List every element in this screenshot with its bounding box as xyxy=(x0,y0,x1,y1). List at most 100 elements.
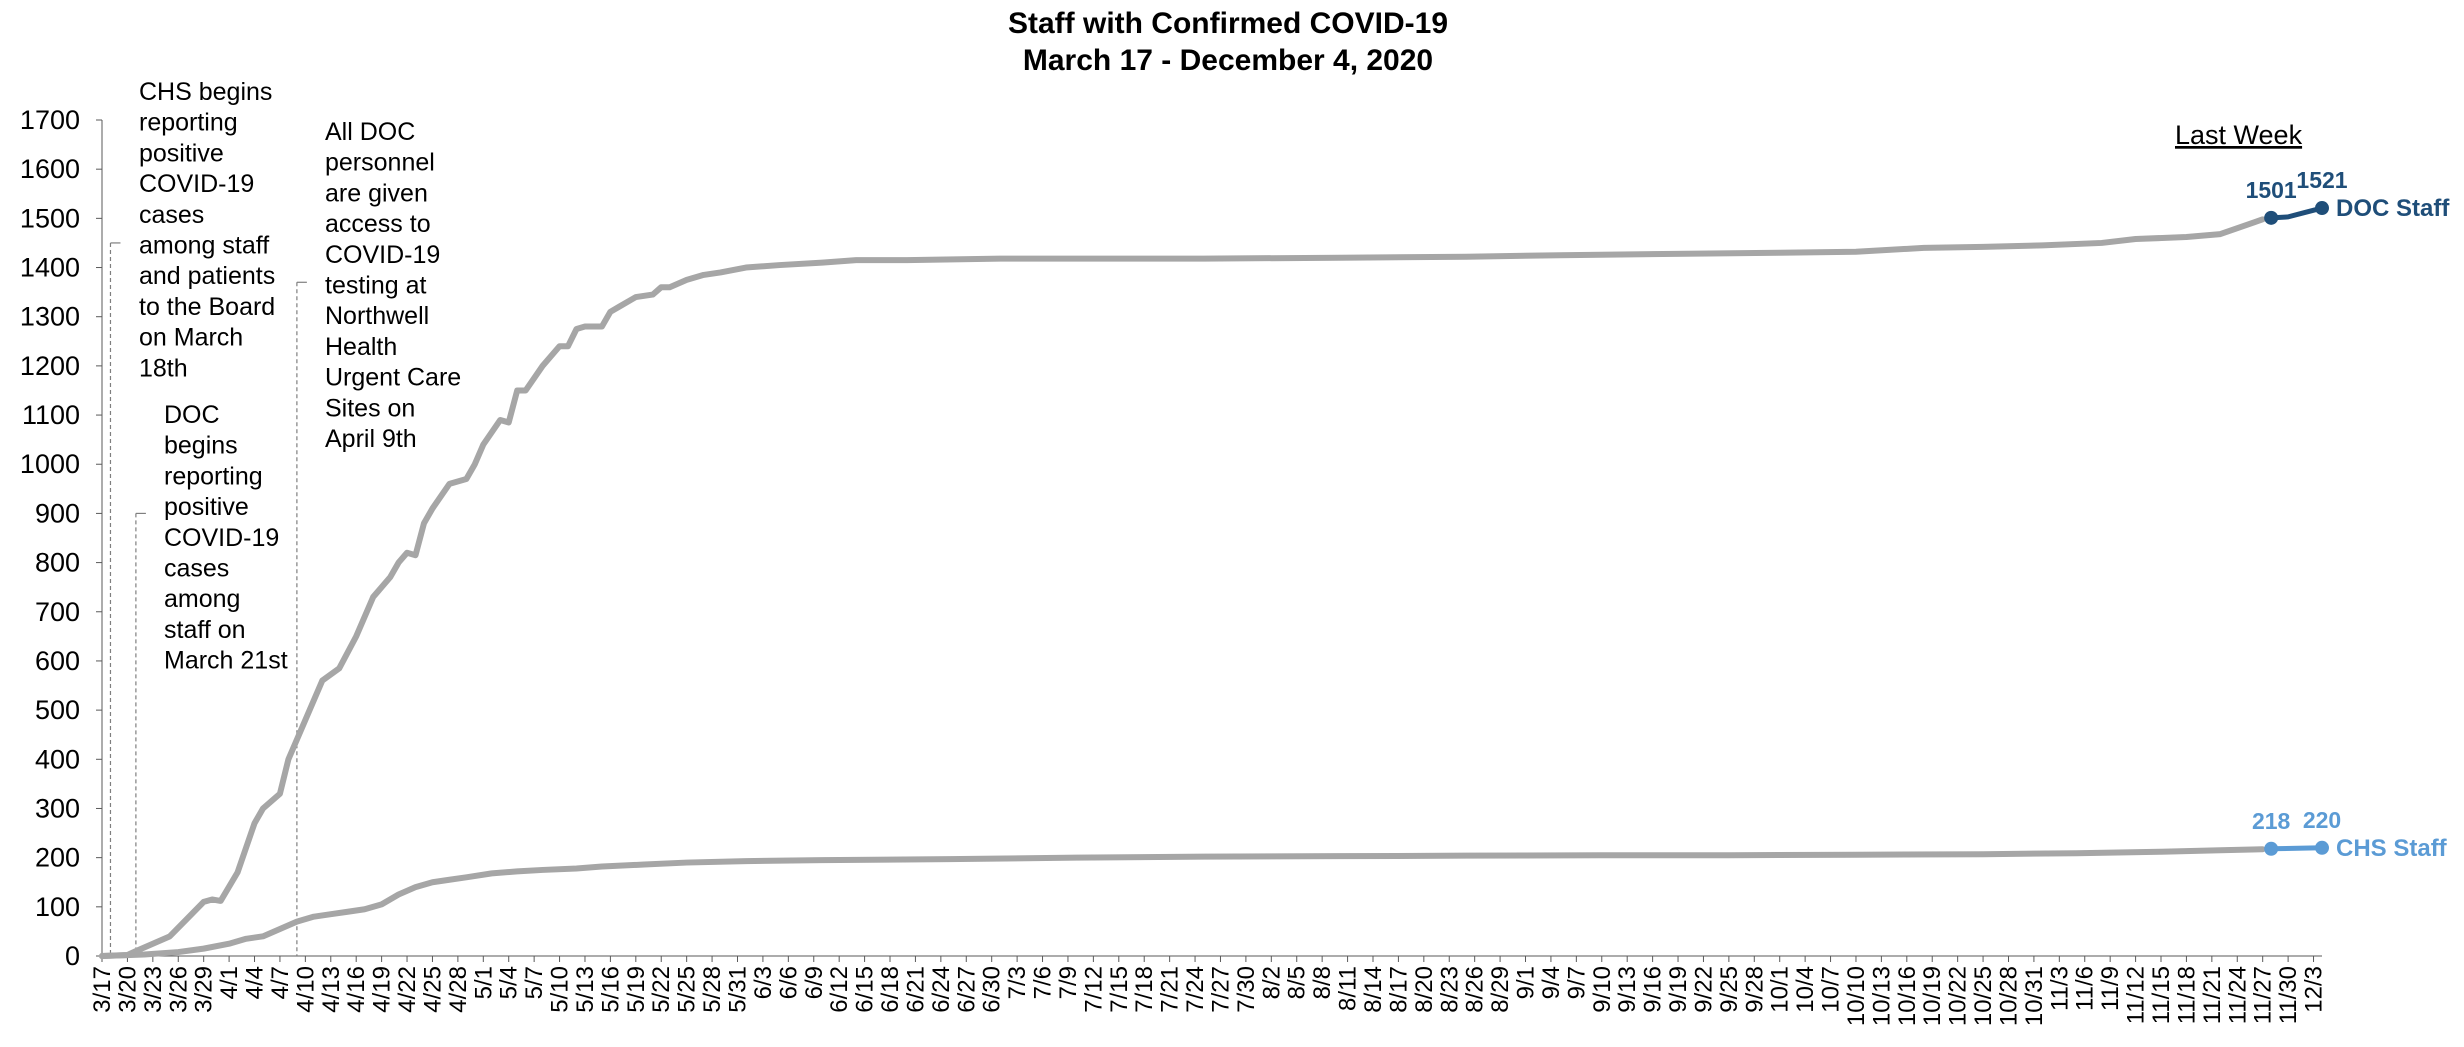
y-tick-label: 1500 xyxy=(20,203,80,233)
series-name-label: CHS Staff xyxy=(2336,835,2448,862)
x-tick-label: 8/8 xyxy=(1309,966,1336,999)
x-tick-label: 8/26 xyxy=(1462,966,1489,1013)
data-label: 1501 xyxy=(2246,177,2297,203)
data-point-marker xyxy=(2315,840,2329,855)
x-tick-label: 4/4 xyxy=(242,966,269,999)
testing-access-annotation-line-text: personnel xyxy=(325,149,435,177)
x-tick-label: 5/13 xyxy=(572,966,599,1013)
x-tick-label: 5/28 xyxy=(699,966,726,1013)
x-tick-label: 11/18 xyxy=(2173,966,2200,1024)
x-tick-label: 8/20 xyxy=(1411,966,1438,1013)
testing-access-annotation-line-text: April 9th xyxy=(325,425,417,453)
x-tick-label: 5/22 xyxy=(648,966,675,1013)
y-tick-label: 0 xyxy=(65,941,80,971)
x-tick-label: 11/24 xyxy=(2224,966,2251,1024)
x-tick-label: 8/2 xyxy=(1258,966,1285,999)
data-label: 1521 xyxy=(2296,167,2347,193)
x-tick-label: 5/25 xyxy=(674,966,701,1013)
x-tick-label: 10/4 xyxy=(1792,966,1819,1013)
testing-access-annotation-line-text: Urgent Care xyxy=(325,364,461,392)
x-tick-label: 11/30 xyxy=(2275,966,2302,1024)
series-line-0-history xyxy=(99,216,2266,959)
x-tick-label: 10/19 xyxy=(1919,966,1946,1026)
doc-reporting-annotation-line-text: COVID-19 xyxy=(164,524,279,552)
x-tick-label: 7/12 xyxy=(1080,966,1107,1013)
doc-reporting-annotation-line-text: March 21st xyxy=(164,647,288,675)
y-tick-label: 100 xyxy=(35,892,80,922)
x-tick-label: 6/12 xyxy=(826,966,853,1013)
doc-reporting-annotation-line-text: positive xyxy=(164,493,249,521)
chs-reporting-annotation-line-text: to the Board xyxy=(139,293,275,321)
chs-reporting-annotation-line-text: on March xyxy=(139,324,243,352)
series-name-label: DOC Staff xyxy=(2336,195,2450,222)
x-tick-label: 6/6 xyxy=(775,966,802,999)
x-tick-label: 10/13 xyxy=(1868,966,1895,1026)
x-tick-label: 10/28 xyxy=(1995,966,2022,1026)
y-tick-label: 600 xyxy=(35,646,80,676)
y-tick-label: 1300 xyxy=(20,302,80,332)
x-tick-label: 6/3 xyxy=(750,966,777,999)
data-label: 220 xyxy=(2303,807,2341,833)
y-tick-label: 200 xyxy=(35,843,80,873)
x-tick-label: 6/15 xyxy=(852,966,879,1013)
x-tick-label: 11/21 xyxy=(2199,966,2226,1024)
x-tick-label: 5/31 xyxy=(724,966,751,1013)
data-point-marker xyxy=(2264,210,2279,225)
series-line-1-last-week xyxy=(2268,845,2325,852)
y-tick-label: 1700 xyxy=(20,105,80,135)
x-tick-label: 4/19 xyxy=(369,966,396,1013)
series-line-0-last-week xyxy=(2268,205,2325,221)
doc-reporting-annotation-line-text: staff on xyxy=(164,616,246,644)
x-tick-label: 5/16 xyxy=(597,966,624,1013)
x-tick-label: 11/27 xyxy=(2250,966,2277,1024)
doc-reporting-annotation-line-text: reporting xyxy=(164,462,263,490)
y-axis-ticks: 0 100 200 300 400 500 600 700 800 900 1000 1100 1200… xyxy=(20,105,102,971)
y-tick-label: 1600 xyxy=(20,154,80,184)
x-tick-label: 8/23 xyxy=(1436,966,1463,1013)
x-tick-label: 7/18 xyxy=(1131,966,1158,1013)
x-tick-label: 9/19 xyxy=(1665,966,1692,1013)
y-tick-label: 900 xyxy=(35,498,80,528)
x-tick-label: 4/13 xyxy=(318,966,345,1013)
x-tick-label: 6/21 xyxy=(902,966,929,1013)
x-tick-label: 7/21 xyxy=(1157,966,1184,1013)
x-tick-label: 9/16 xyxy=(1640,966,1667,1013)
x-tick-label: 8/17 xyxy=(1385,966,1412,1013)
x-axis-ticks: 3/173/203/233/263/294/14/44/74/104/134/1… xyxy=(89,956,2328,1026)
x-tick-label: 7/27 xyxy=(1207,966,1234,1013)
x-tick-label: 5/19 xyxy=(623,966,650,1013)
x-tick-label: 7/15 xyxy=(1106,966,1133,1013)
x-tick-label: 6/18 xyxy=(877,966,904,1013)
x-tick-label: 4/1 xyxy=(216,966,243,999)
y-tick-label: 500 xyxy=(35,695,80,725)
y-tick-label: 800 xyxy=(35,548,80,578)
doc-reporting-annotation-line-text: among xyxy=(164,585,240,613)
x-tick-label: 11/15 xyxy=(2148,966,2175,1024)
doc-reporting-annotation-line-text: DOC xyxy=(164,401,220,429)
y-tick-label: 1200 xyxy=(20,351,80,381)
x-tick-label: 8/29 xyxy=(1487,966,1514,1013)
testing-access-annotation-line-text: testing at xyxy=(325,272,427,300)
x-tick-label: 4/7 xyxy=(267,966,294,999)
x-tick-label: 10/7 xyxy=(1818,966,1845,1013)
x-tick-label: 9/10 xyxy=(1589,966,1616,1013)
x-tick-label: 9/1 xyxy=(1513,966,1540,999)
x-tick-label: 8/11 xyxy=(1335,966,1362,1011)
testing-access-annotation-line-text: Northwell xyxy=(325,302,429,330)
x-tick-label: 5/4 xyxy=(496,966,523,999)
y-tick-label: 1000 xyxy=(20,449,80,479)
x-tick-label: 5/7 xyxy=(521,966,548,999)
x-tick-label: 4/22 xyxy=(394,966,421,1013)
data-point-marker xyxy=(2315,201,2329,216)
data-point-marker xyxy=(2264,841,2279,856)
x-tick-label: 10/10 xyxy=(1843,966,1870,1026)
x-tick-label: 3/17 xyxy=(89,966,116,1013)
chs-reporting-annotation-line-text: CHS begins xyxy=(139,78,272,106)
x-tick-label: 4/25 xyxy=(419,966,446,1013)
chart-title: Staff with Confirmed COVID-19 xyxy=(1008,7,1448,40)
chs-reporting-annotation-line-text: positive xyxy=(139,139,224,167)
x-tick-label: 3/23 xyxy=(140,966,167,1013)
testing-access-annotation-line-text: Sites on xyxy=(325,394,415,422)
y-tick-label: 400 xyxy=(35,744,80,774)
